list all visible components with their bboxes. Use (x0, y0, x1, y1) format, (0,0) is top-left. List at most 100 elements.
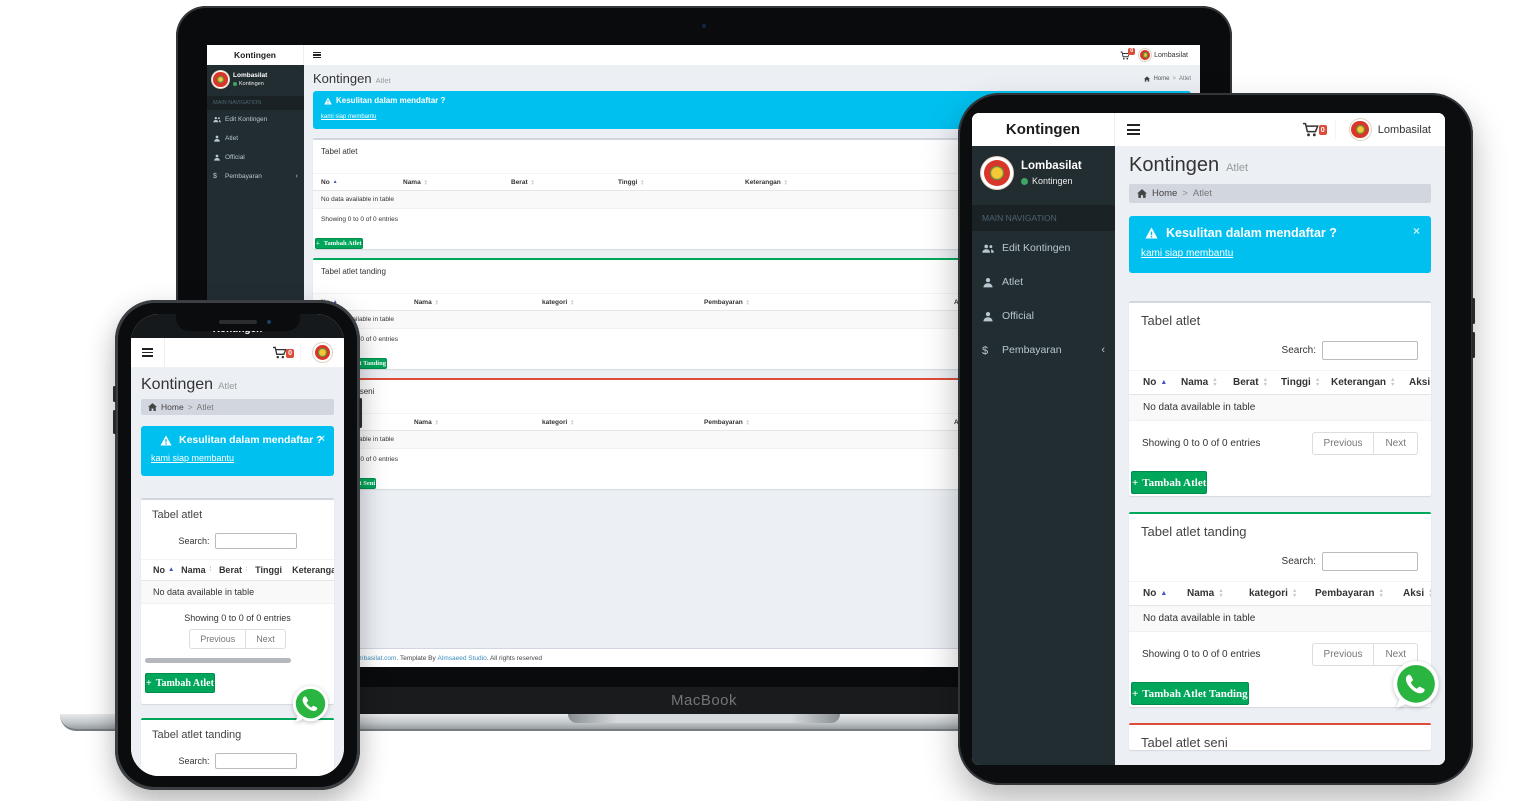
search-input[interactable] (1322, 341, 1418, 360)
table-header-cell[interactable]: Nama▲▼ (1187, 588, 1224, 599)
table-header-cell[interactable]: kategori ▲ ▼ (1249, 588, 1298, 599)
sidebar-item-atlet[interactable]: Atlet (207, 129, 304, 148)
camera-dot (702, 24, 706, 28)
home-icon (1144, 76, 1150, 82)
footer-link-almsaeed[interactable]: Almsaeed Studio (437, 654, 487, 662)
table-header-cell[interactable]: Aksi▲▼ (1395, 582, 1431, 605)
search-input[interactable] (214, 753, 297, 769)
alert-close[interactable]: × (1412, 224, 1420, 238)
table-header-cell[interactable]: Keterangan▲▼ (292, 565, 334, 575)
breadcrumb-separator: > (1172, 75, 1176, 82)
user-icon (982, 277, 994, 288)
table-header-row: No▲ Nama▲▼ kategori▲▼ Pembayaran▲▼ Aksi▲… (1129, 581, 1431, 606)
user-menu[interactable]: Lombasilat (1334, 119, 1445, 140)
table-header-cell[interactable]: Nama▲▼ (414, 418, 439, 426)
table-header-cell[interactable]: Aksi▲▼ (1409, 377, 1431, 388)
table-header-cell[interactable]: Nama▲▼ (1181, 377, 1218, 388)
user-menu[interactable] (300, 343, 344, 362)
sidebar-item-pembayaran[interactable]: $ Pembayaran ‹ (982, 344, 1105, 357)
cart-button[interactable]: 0 (1286, 122, 1335, 137)
add-atlet-button[interactable]: + Tambah Atlet (315, 238, 363, 249)
table-header-cell[interactable]: kategori ▲ ▼ (542, 298, 575, 306)
online-dot (233, 82, 237, 86)
home-icon (148, 403, 157, 411)
user-menu[interactable]: Lombasilat (1139, 49, 1188, 61)
add-atlet-tanding-button[interactable]: +Tambah Atlet Tanding (1131, 682, 1249, 705)
alert-link[interactable]: kami siap membantu (321, 114, 377, 120)
sort-asc-icon: ▲ (332, 298, 338, 305)
alert-title: Kesulitan dalam mendaftar ? (179, 434, 323, 446)
emblem-logo (981, 157, 1013, 189)
card-title: Tabel atlet (321, 147, 358, 156)
previous-button[interactable]: Previous (1311, 432, 1375, 455)
footer-link-lombasilat[interactable]: Lombasilat.com (350, 654, 397, 662)
table-header-cell[interactable]: Nama▲▼ (414, 298, 439, 306)
add-atlet-button[interactable]: + Tambah Atlet (145, 673, 215, 693)
whatsapp-float-button[interactable] (291, 685, 330, 724)
hamburger-icon[interactable] (304, 45, 330, 65)
breadcrumb-current: Atlet (196, 402, 214, 412)
breadcrumb-home[interactable]: Home (1152, 188, 1178, 199)
table-header-cell[interactable]: Pembayaran ▲ ▼ (704, 298, 750, 306)
search-label: Search: (1281, 556, 1316, 567)
sidebar-item-edit-kontingen[interactable]: Edit Kontingen (972, 231, 1115, 265)
table-header-cell[interactable]: Pembayaran ▲ ▼ (1315, 588, 1384, 599)
breadcrumb-current: Atlet (1192, 188, 1212, 199)
next-button[interactable]: Next (246, 629, 286, 649)
cart-badge: 0 (1318, 125, 1327, 135)
sort-icon: ▲▼ (745, 298, 750, 306)
pagination: Previous Next (1311, 432, 1418, 455)
add-atlet-button[interactable]: + Tambah Atlet (1131, 471, 1208, 494)
hamburger-icon[interactable] (131, 338, 165, 367)
table-header-cell[interactable]: Tinggi▲▼ (618, 178, 645, 186)
home-icon (1137, 189, 1147, 198)
page-subtitle: Atlet (375, 76, 391, 85)
table-header-cell[interactable]: No▲ (1143, 377, 1168, 388)
table-header-cell[interactable]: Keterangan▲▼ (745, 178, 788, 186)
alert-link[interactable]: kami siap membantu (1141, 248, 1234, 259)
plus-icon: + (1132, 476, 1139, 489)
previous-button[interactable]: Previous (1311, 643, 1375, 666)
table-header-cell[interactable]: No▲ (1143, 588, 1168, 599)
sidebar-user-status: Kontingen (1021, 176, 1082, 186)
alert-link[interactable]: kami siap membantu (151, 453, 235, 463)
table-header-cell[interactable]: Nama▲▼ (403, 178, 428, 186)
table-header-cell[interactable]: Keterangan▲▼ (1331, 377, 1396, 388)
sort-icon: ▲▼ (1218, 588, 1224, 599)
next-button[interactable]: Next (1374, 643, 1418, 666)
horizontal-scrollbar[interactable] (145, 658, 291, 663)
table-header-cell[interactable]: Tinggi▲▼ (1281, 377, 1321, 388)
showing-entries: Showing 0 to 0 of 0 entries (321, 216, 398, 223)
cart-button[interactable]: 0 (259, 346, 300, 359)
whatsapp-float-button[interactable] (1391, 660, 1441, 710)
table-header-cell[interactable]: kategori ▲ ▼ (542, 418, 575, 426)
search-input[interactable] (214, 533, 297, 549)
breadcrumb-home[interactable]: Home (1153, 75, 1170, 82)
previous-button[interactable]: Previous (189, 629, 247, 649)
sidebar-item-official[interactable]: Official (972, 299, 1115, 333)
next-button[interactable]: Next (1374, 432, 1418, 455)
table-header-cell[interactable]: Nama▲▼ (173, 560, 211, 580)
sidebar-user-panel: Lombasilat Kontingen (972, 146, 1115, 200)
table-header-cell[interactable]: Berat▲▼ (211, 560, 247, 580)
brand-logo[interactable]: Kontingen (972, 113, 1115, 146)
sidebar-item-pembayaran[interactable]: $ Pembayaran ‹ (213, 173, 298, 180)
table-header-cell[interactable]: No▲ (141, 560, 173, 580)
cart-button[interactable]: 0 (1120, 47, 1136, 60)
breadcrumb-home[interactable]: Home (161, 402, 184, 412)
hamburger-icon[interactable] (1115, 113, 1151, 146)
table-header-cell[interactable]: Berat▲▼ (1233, 377, 1269, 388)
sidebar-item-atlet[interactable]: Atlet (972, 265, 1115, 299)
table-header-cell[interactable]: No▲ (321, 178, 338, 186)
volume-button (1472, 332, 1475, 358)
table-header-cell[interactable]: Berat▲▼ (511, 178, 535, 186)
cart-icon (1302, 122, 1319, 137)
volume-button (1472, 298, 1475, 324)
alert-close[interactable]: × (318, 433, 325, 445)
brand-logo[interactable]: Kontingen (207, 45, 304, 65)
sidebar-item-edit-kontingen[interactable]: Edit Kontingen (207, 110, 304, 129)
table-header-cell[interactable]: Pembayaran ▲ ▼ (704, 418, 750, 426)
table-header-cell[interactable]: Tinggi▲▼ (255, 565, 282, 575)
search-input[interactable] (1322, 552, 1418, 571)
sidebar-item-official[interactable]: Official (207, 148, 304, 167)
